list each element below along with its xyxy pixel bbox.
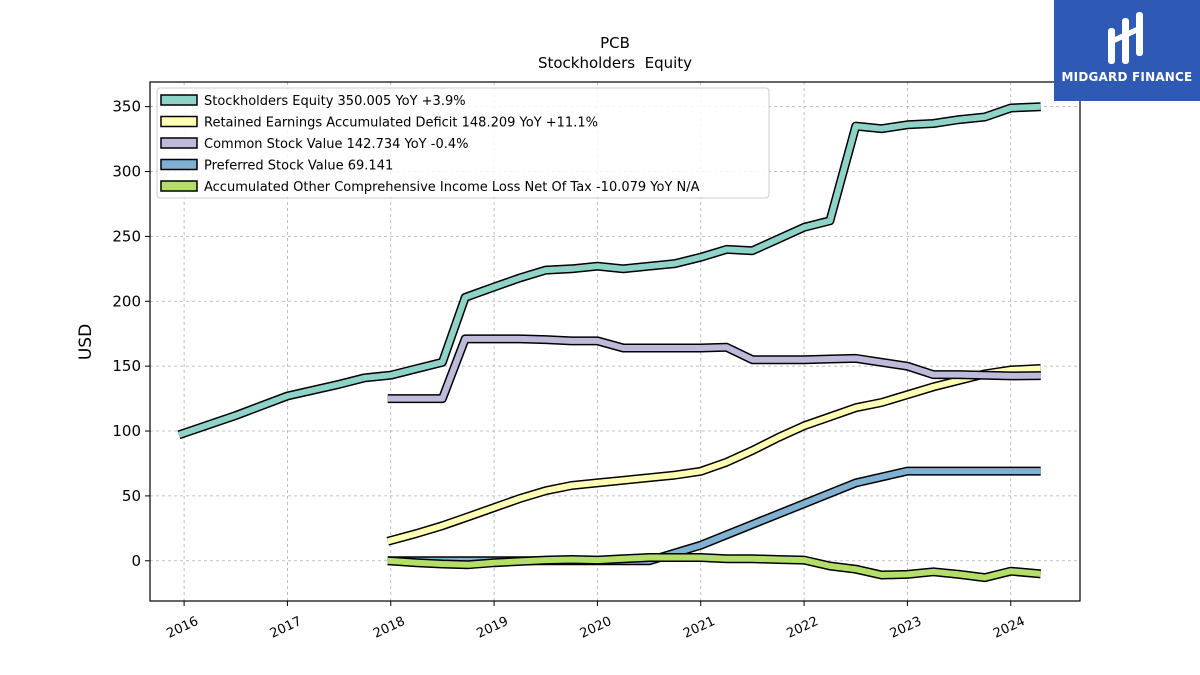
logo-mark-icon <box>1108 12 1143 64</box>
series-outline <box>387 466 1041 566</box>
legend-item-1: Stockholders Equity 350.005 YoY +3.9% <box>160 94 466 109</box>
y-tick-label: 150 <box>112 357 141 375</box>
y-axis-label: USD <box>76 324 96 360</box>
x-tick-label: 2016 <box>164 614 200 642</box>
legend-swatch <box>160 115 198 128</box>
legend-swatch <box>160 158 198 171</box>
legend-label: Accumulated Other Comprehensive Income L… <box>204 180 700 195</box>
y-tick-label: 350 <box>112 98 141 116</box>
x-tick-label: 2020 <box>578 614 614 642</box>
plot-frame <box>149 81 1081 602</box>
series-stroke <box>387 468 1041 564</box>
logo-text: MIDGARD FINANCE <box>1061 70 1193 84</box>
series-line-2 <box>386 364 1041 546</box>
series-line-3 <box>387 334 1041 404</box>
x-tick-label: 2021 <box>681 614 717 642</box>
x-tick-label: 2024 <box>991 614 1027 642</box>
series-line-5 <box>387 553 1042 583</box>
series-stroke <box>387 335 1041 402</box>
legend-label: Stockholders Equity 350.005 YoY +3.9% <box>204 94 466 109</box>
legend-item-4: Preferred Stock Value 69.141 <box>160 158 393 174</box>
legend-label: Retained Earnings Accumulated Deficit 14… <box>204 116 598 131</box>
legend-swatch <box>160 137 198 149</box>
x-tick-label: 2023 <box>888 614 924 642</box>
legend-box <box>156 87 770 199</box>
y-tick-label: 250 <box>112 227 141 245</box>
y-tick-label: 100 <box>112 422 141 440</box>
chart-title: PCB <box>600 34 630 52</box>
y-tick-label: 300 <box>112 163 141 181</box>
y-tick-label: 0 <box>131 552 141 570</box>
legend-item-3: Common Stock Value 142.734 YoY -0.4% <box>160 137 468 152</box>
x-tick-label: 2019 <box>474 614 510 642</box>
legend-item-2: Retained Earnings Accumulated Deficit 14… <box>160 115 598 131</box>
series-line-4 <box>387 466 1041 566</box>
y-tick-label: 200 <box>112 292 141 310</box>
series-line-1 <box>177 102 1041 440</box>
series-stroke <box>177 103 1041 438</box>
chart-subtitle: Stockholders Equity <box>538 54 692 72</box>
y-tick-label: 50 <box>122 487 141 505</box>
x-tick-label: 2017 <box>268 614 304 642</box>
x-tick-label: 2022 <box>784 614 820 642</box>
legend-label: Common Stock Value 142.734 YoY -0.4% <box>204 137 468 152</box>
legend-label: Preferred Stock Value 69.141 <box>204 159 393 174</box>
series-outline <box>386 364 1041 546</box>
series-stroke <box>387 554 1041 581</box>
legend-item-5: Accumulated Other Comprehensive Income L… <box>160 180 700 195</box>
legend-swatch <box>160 94 198 106</box>
series-stroke <box>386 365 1041 545</box>
legend-swatch <box>160 180 198 192</box>
logo: MIDGARD FINANCE <box>1054 0 1200 101</box>
x-tick-label: 2018 <box>371 614 407 642</box>
legend: Stockholders Equity 350.005 YoY +3.9% Ret… <box>156 87 770 199</box>
